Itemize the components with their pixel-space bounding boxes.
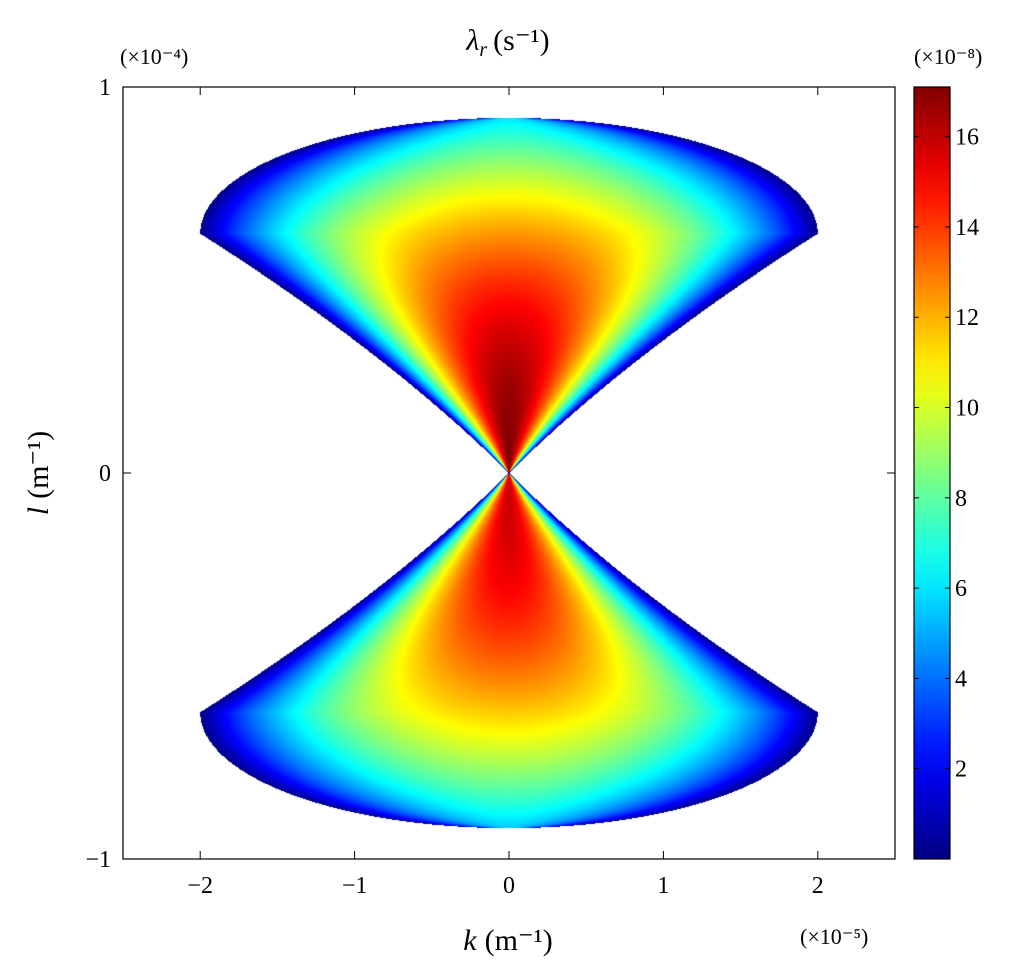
x-axis-title: k (m⁻¹) — [463, 924, 552, 957]
colorbar-tick-label: 6 — [955, 576, 967, 602]
chart-title: λr (s⁻¹) — [465, 24, 549, 61]
y-multiplier: (×10⁻⁴) — [120, 44, 188, 69]
x-tick-label: 2 — [812, 873, 824, 899]
x-tick-label: −2 — [187, 873, 213, 899]
colorbar: 2 4 6 8 10 12 14 16 — [913, 86, 979, 860]
y-tick-label: 0 — [99, 461, 111, 487]
y-tick-label: −1 — [85, 847, 111, 873]
colorbar-tick-label: 16 — [955, 125, 979, 151]
y-tick-label: 1 — [99, 75, 111, 101]
colorbar-tick-label: 2 — [955, 757, 967, 783]
colorbar-tick-label: 8 — [955, 486, 967, 512]
y-axis-title: l(m⁻¹) — [22, 431, 55, 516]
heatmap-raster — [123, 87, 895, 859]
colorbar-multiplier: (×10⁻⁸) — [914, 44, 982, 69]
plot-axes: −2 −1 0 1 2 −1 0 1 — [85, 75, 896, 899]
x-tick-label: −1 — [342, 873, 368, 899]
colorbar-tick-label: 14 — [955, 215, 979, 241]
x-tick-label: 0 — [503, 873, 515, 899]
colorbar-tick-label: 12 — [955, 305, 979, 331]
colorbar-tick-label: 4 — [955, 666, 967, 692]
colorbar-tick-label: 10 — [955, 396, 979, 422]
heatmap-image — [123, 87, 895, 859]
x-multiplier: (×10⁻⁵) — [800, 924, 868, 949]
x-tick-label: 1 — [657, 873, 669, 899]
colorbar-gradient — [913, 86, 951, 860]
